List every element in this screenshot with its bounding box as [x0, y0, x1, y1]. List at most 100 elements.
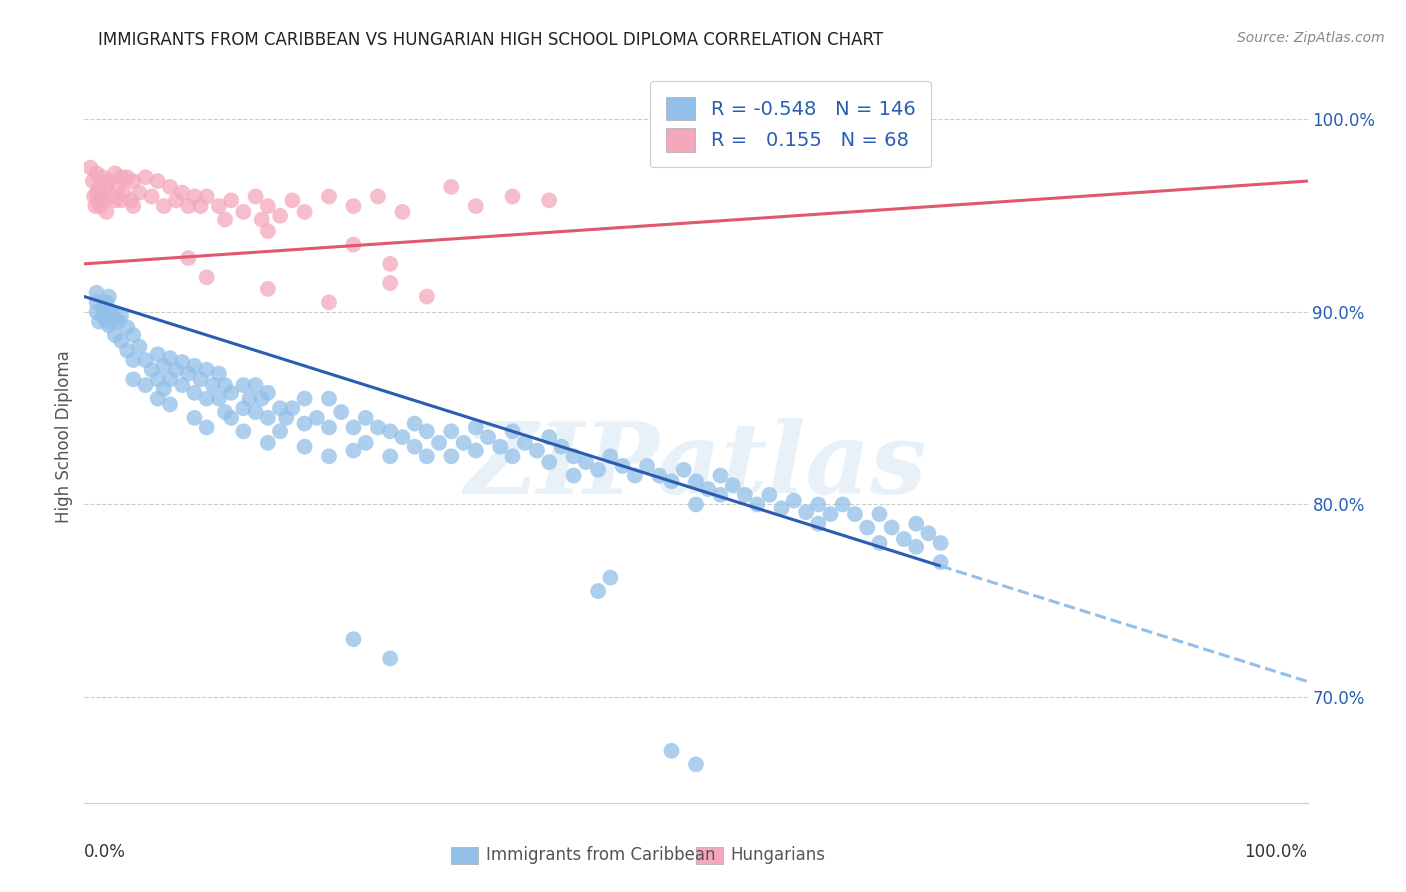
- Point: [330, 405, 353, 419]
- Point: [91, 301, 114, 315]
- Point: [416, 450, 439, 464]
- Point: [107, 179, 129, 194]
- Point: [464, 420, 486, 434]
- Point: [177, 367, 200, 381]
- Point: [122, 174, 145, 188]
- Point: [104, 328, 127, 343]
- Point: [153, 382, 176, 396]
- Text: 100.0%: 100.0%: [1244, 843, 1308, 861]
- Point: [195, 420, 218, 434]
- Point: [195, 270, 218, 285]
- Point: [91, 309, 114, 323]
- Point: [391, 430, 413, 444]
- Point: [172, 186, 194, 200]
- Point: [294, 205, 316, 219]
- Point: [305, 410, 328, 425]
- Point: [281, 194, 304, 208]
- Point: [354, 435, 377, 450]
- Point: [758, 488, 780, 502]
- Point: [685, 757, 707, 772]
- Point: [122, 372, 145, 386]
- Point: [183, 410, 205, 425]
- Point: [831, 498, 853, 512]
- Point: [538, 455, 561, 469]
- Point: [856, 520, 879, 534]
- Point: [477, 430, 499, 444]
- Point: [318, 450, 340, 464]
- Point: [153, 359, 176, 373]
- Point: [115, 343, 138, 358]
- Point: [276, 410, 298, 425]
- Point: [86, 305, 108, 319]
- Point: [232, 378, 254, 392]
- Point: [135, 353, 157, 368]
- Point: [586, 463, 609, 477]
- Point: [342, 632, 364, 647]
- Point: [550, 440, 572, 454]
- Point: [91, 194, 114, 208]
- Point: [86, 186, 108, 200]
- Point: [89, 199, 111, 213]
- Point: [612, 458, 634, 473]
- Point: [195, 362, 218, 376]
- Point: [318, 392, 340, 406]
- Point: [97, 305, 120, 319]
- Point: [367, 420, 389, 434]
- Point: [141, 189, 163, 203]
- Point: [257, 282, 280, 296]
- Point: [110, 194, 132, 208]
- Point: [177, 199, 200, 213]
- Point: [661, 475, 683, 489]
- Point: [281, 401, 304, 416]
- Y-axis label: High School Diploma: High School Diploma: [55, 351, 73, 524]
- Point: [294, 440, 316, 454]
- Point: [195, 189, 218, 203]
- Point: [440, 179, 463, 194]
- Text: IMMIGRANTS FROM CARIBBEAN VS HUNGARIAN HIGH SCHOOL DIPLOMA CORRELATION CHART: IMMIGRANTS FROM CARIBBEAN VS HUNGARIAN H…: [98, 31, 883, 49]
- Point: [257, 199, 280, 213]
- Point: [502, 450, 524, 464]
- Point: [146, 372, 169, 386]
- Point: [747, 498, 769, 512]
- Point: [513, 435, 536, 450]
- Point: [84, 199, 107, 213]
- Point: [96, 205, 118, 219]
- Point: [83, 189, 105, 203]
- Point: [318, 295, 340, 310]
- Point: [440, 425, 463, 439]
- Point: [893, 532, 915, 546]
- Point: [208, 392, 231, 406]
- Point: [128, 340, 150, 354]
- Point: [562, 450, 585, 464]
- Point: [190, 199, 212, 213]
- Point: [697, 482, 720, 496]
- Point: [380, 257, 402, 271]
- Point: [135, 170, 157, 185]
- Point: [624, 468, 647, 483]
- Point: [869, 536, 891, 550]
- Point: [107, 315, 129, 329]
- Point: [391, 205, 413, 219]
- Point: [427, 435, 450, 450]
- Point: [122, 328, 145, 343]
- Point: [318, 420, 340, 434]
- Point: [636, 458, 658, 473]
- Point: [794, 505, 817, 519]
- Point: [190, 372, 212, 386]
- Point: [122, 353, 145, 368]
- Point: [929, 536, 952, 550]
- Point: [97, 174, 120, 188]
- Point: [367, 189, 389, 203]
- Point: [416, 425, 439, 439]
- Point: [538, 194, 561, 208]
- Point: [672, 463, 695, 477]
- Point: [820, 507, 842, 521]
- Point: [214, 405, 236, 419]
- Point: [86, 295, 108, 310]
- Point: [453, 435, 475, 450]
- Point: [929, 555, 952, 569]
- Point: [342, 420, 364, 434]
- Point: [201, 378, 224, 392]
- Point: [526, 443, 548, 458]
- Point: [257, 435, 280, 450]
